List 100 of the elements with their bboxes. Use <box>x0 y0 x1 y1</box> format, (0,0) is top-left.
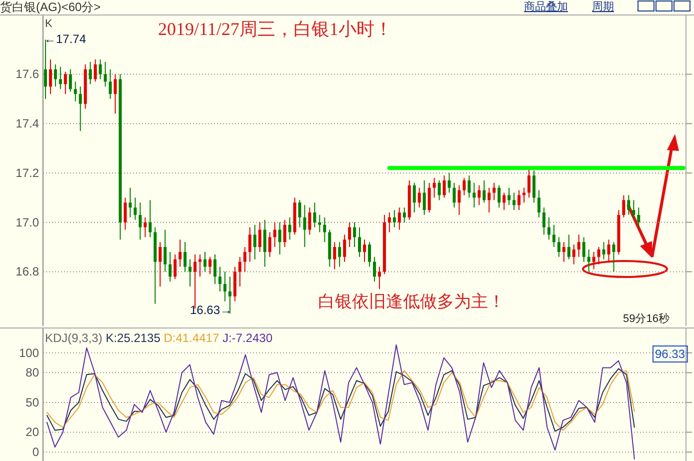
candlestick <box>94 58 97 82</box>
candlestick <box>567 234 570 260</box>
text: 货白银(AG)<60分> <box>0 0 101 14</box>
y-tick-label: 80 <box>26 366 40 380</box>
candlestick <box>498 184 501 208</box>
candlestick <box>128 187 132 218</box>
candlestick <box>313 202 316 228</box>
candlestick <box>627 194 630 216</box>
annotation: 96.33 <box>655 347 686 361</box>
candlestick <box>348 222 352 248</box>
candlestick <box>168 251 172 282</box>
candlestick <box>134 197 137 220</box>
candlestick <box>552 224 556 248</box>
candlestick <box>587 248 590 272</box>
candlestick <box>527 168 530 198</box>
candlestick <box>213 254 216 285</box>
candlestick <box>144 216 147 238</box>
candlestick <box>268 232 272 258</box>
candlestick <box>58 66 62 90</box>
candlestick <box>597 246 600 265</box>
candlestick <box>88 61 92 85</box>
candlestick <box>248 226 252 262</box>
candlestick <box>392 209 396 228</box>
candlestick <box>223 271 226 302</box>
candlestick <box>338 242 342 268</box>
chart-title: 2019/11/27周三，白银1小时！ <box>158 19 392 39</box>
candlestick <box>582 236 586 262</box>
candlestick <box>48 58 52 94</box>
candlestick <box>188 258 192 288</box>
line-series <box>46 344 635 460</box>
chart-title: KDJ(9,3,3) <box>45 331 106 345</box>
candlestick <box>388 212 391 233</box>
text: 周期 <box>592 1 614 13</box>
candlestick <box>108 68 112 100</box>
candlestick <box>353 222 356 248</box>
candlestick <box>468 174 471 198</box>
candlestick <box>557 236 560 258</box>
annotation: ←17.74 <box>44 32 86 46</box>
candlestick <box>478 184 481 206</box>
candlestick <box>303 204 306 248</box>
y-tick-label: 16.8 <box>16 264 40 279</box>
candlestick <box>472 182 476 208</box>
candlestick <box>208 256 212 275</box>
candlestick <box>537 190 540 218</box>
candlestick <box>198 254 202 278</box>
annotation: 59分16秒 <box>623 313 670 325</box>
candlestick <box>547 216 550 240</box>
candlestick <box>258 222 262 252</box>
y-tick-label: 20 <box>26 425 40 440</box>
candlestick <box>368 242 371 268</box>
y-tick-label: 17.2 <box>16 166 40 180</box>
candlestick <box>492 182 496 201</box>
candlestick <box>607 239 610 262</box>
candlestick <box>323 216 326 243</box>
candlestick <box>174 254 177 280</box>
annotation: K <box>45 18 53 30</box>
y-tick-label: 17.4 <box>16 116 40 131</box>
candlestick <box>428 182 431 213</box>
candlestick <box>398 207 401 230</box>
candlestick <box>448 172 451 194</box>
candlestick <box>622 194 626 218</box>
candlestick <box>114 74 117 114</box>
candlestick <box>64 71 67 94</box>
candlestick <box>278 222 282 255</box>
candlestick <box>438 180 441 201</box>
candlestick <box>532 170 536 204</box>
candlestick <box>44 39 47 100</box>
candlestick <box>502 192 506 210</box>
candlestick <box>243 246 246 272</box>
y-tick-label: 50 <box>26 395 40 410</box>
candlestick <box>412 182 416 213</box>
candlestick <box>577 234 580 258</box>
candlestick <box>78 86 82 132</box>
candlestick <box>632 200 636 220</box>
candlestick <box>218 266 222 292</box>
candlestick <box>343 234 346 262</box>
candlestick <box>572 244 576 265</box>
candlestick <box>592 251 596 270</box>
y-tick-label: 100 <box>18 346 40 360</box>
candlestick <box>178 239 182 268</box>
candlestick <box>124 197 127 230</box>
candlestick <box>363 239 366 262</box>
candlestick <box>308 207 312 236</box>
text: K:25.2135 <box>106 331 164 345</box>
candlestick <box>68 68 72 92</box>
candlestick <box>74 81 77 102</box>
candlestick <box>612 242 616 272</box>
candlestick <box>184 242 187 272</box>
candlestick <box>164 229 167 272</box>
text: D:41.4417 <box>164 331 222 345</box>
candlestick <box>204 251 206 272</box>
candlestick <box>637 207 640 228</box>
candlestick <box>518 190 521 210</box>
candlestick <box>372 256 376 282</box>
candlestick <box>54 64 57 88</box>
series-label: J:-7.2430 <box>222 331 273 345</box>
candlestick <box>458 184 461 216</box>
annotation: 白银依旧逢低做多为主！ <box>318 292 505 311</box>
candlestick <box>508 187 511 206</box>
candlestick <box>253 224 256 260</box>
